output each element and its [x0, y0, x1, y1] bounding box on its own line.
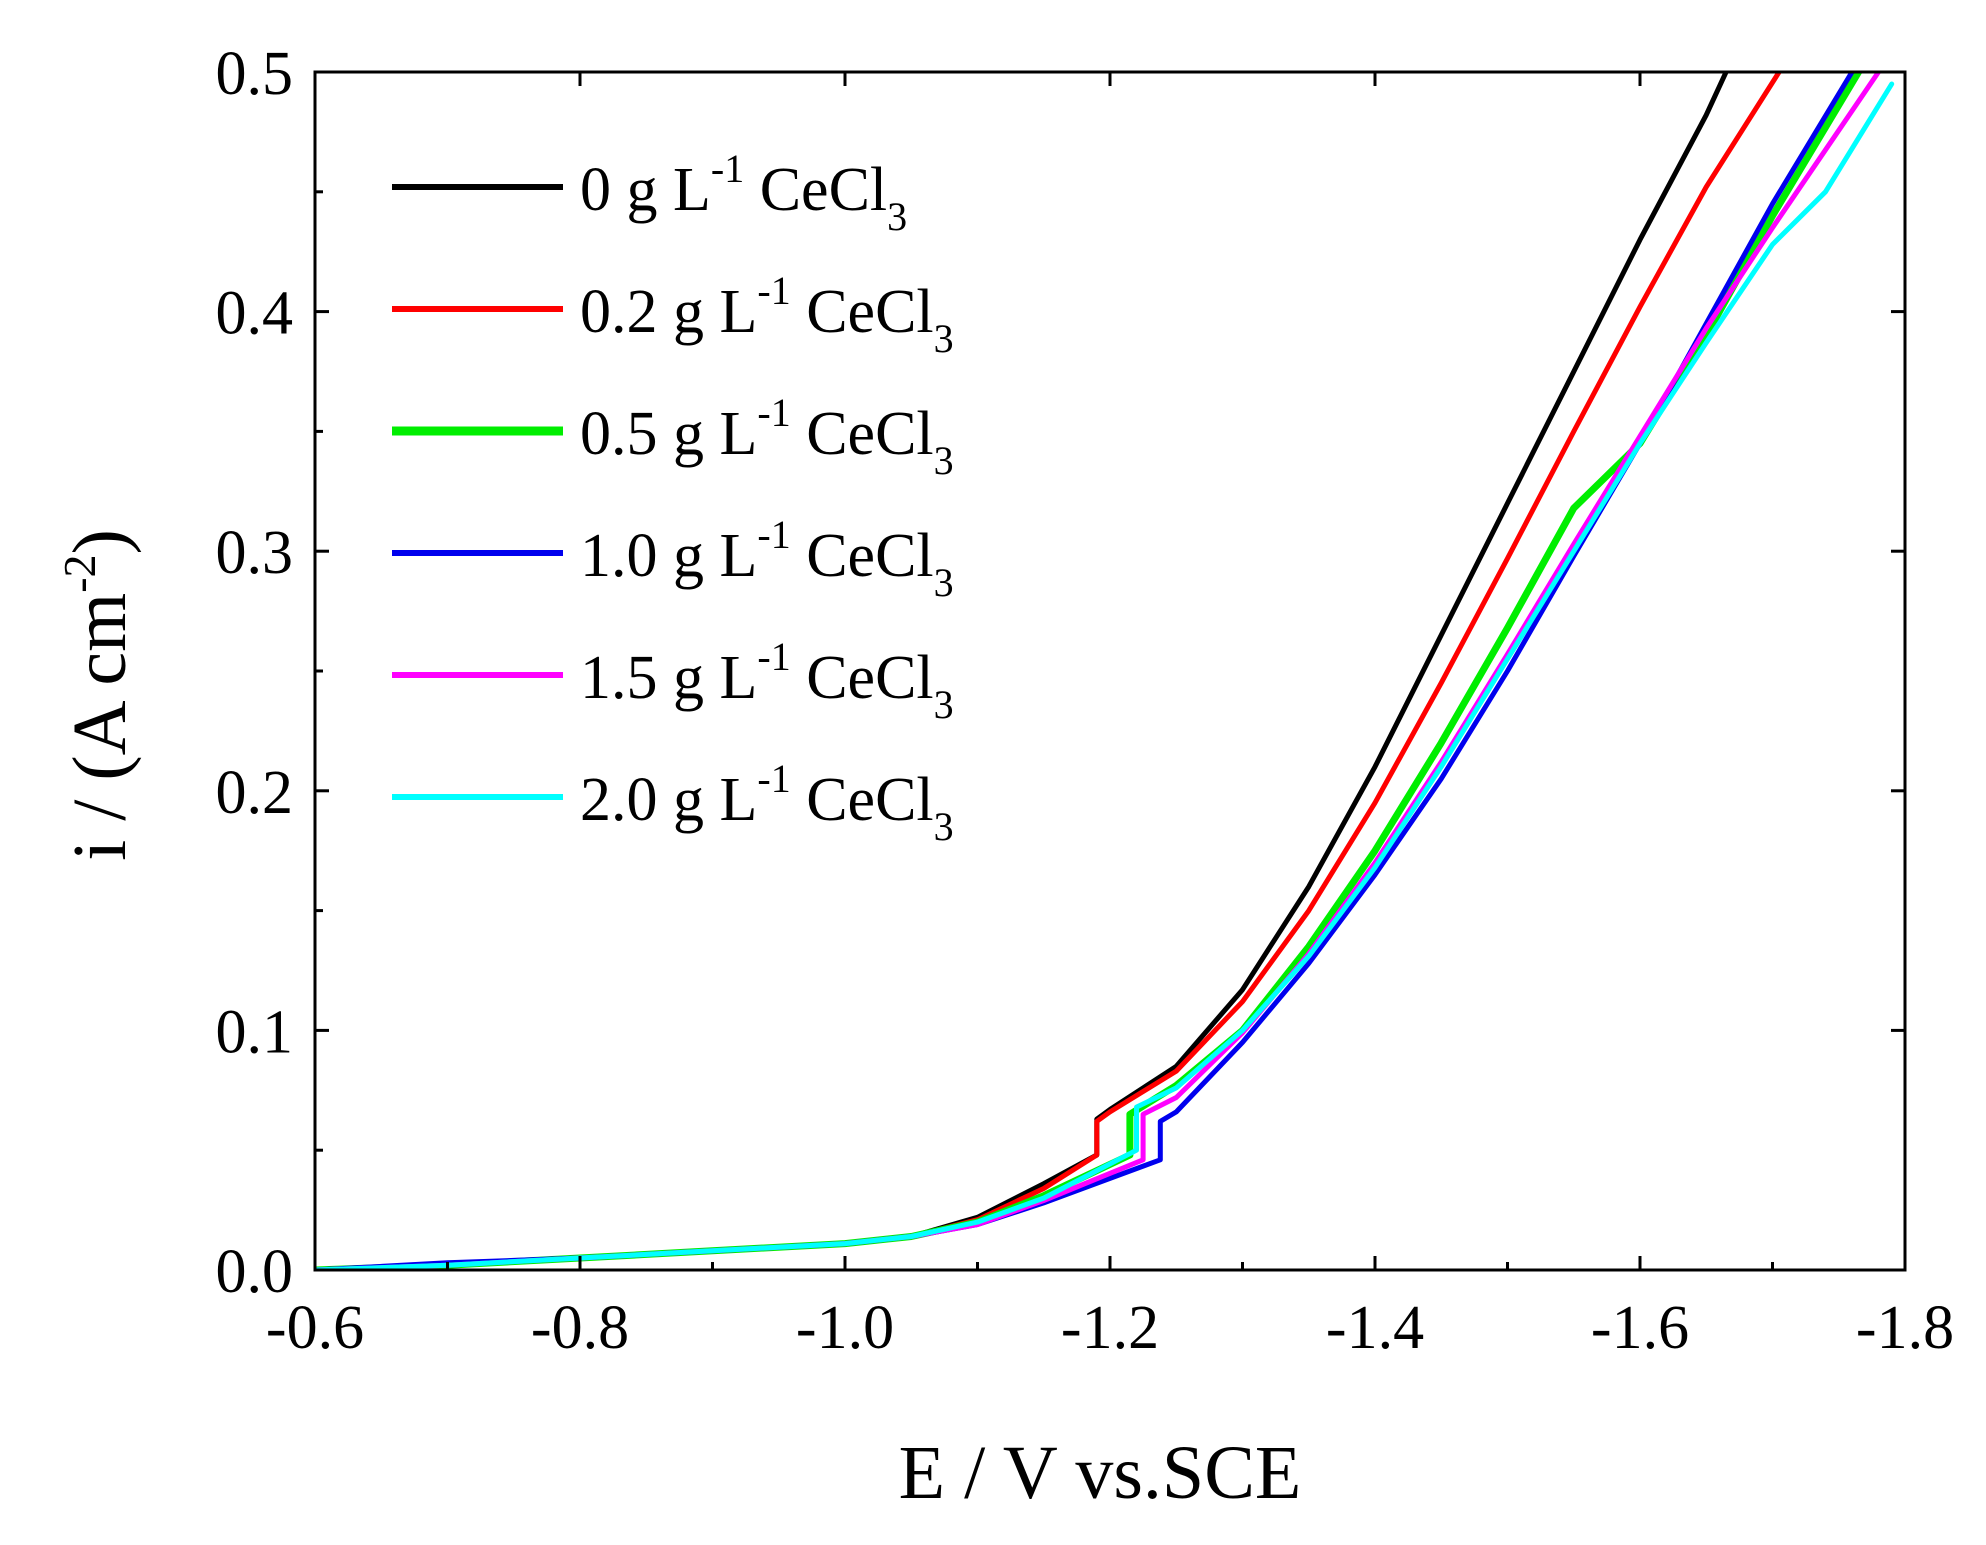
legend-label-text: CeCl	[791, 522, 934, 590]
legend-label-subscript: 3	[934, 804, 954, 849]
legend-label-text: CeCl	[791, 644, 934, 712]
legend-label-text: 1.5 g L	[580, 644, 757, 712]
legend-label-subscript: 3	[934, 560, 954, 605]
legend-label-5: 1.5 g L-1 CeCl3	[580, 634, 954, 727]
legend-label-superscript: -1	[711, 146, 744, 191]
y-tick-label: 0.0	[216, 1238, 294, 1306]
plot-frame	[313, 70, 1907, 1272]
y-tick-label: 0.3	[216, 519, 294, 587]
legend-label-text: 2.0 g L	[580, 766, 757, 834]
series-line-6	[315, 81, 1895, 1270]
x-tick-label: -1.8	[1856, 1294, 1954, 1362]
x-tick-label: -0.6	[266, 1294, 364, 1362]
x-tick-label: -1.0	[796, 1294, 894, 1362]
tick-label-layer: -0.6 -0.8 -1.0 -1.2 -1.4 -1.6 -1.8 0.0 0.1 0.2 0.3…	[216, 40, 1955, 1362]
y-tick-label: 0.5	[216, 40, 294, 108]
x-tick-label: -1.2	[1061, 1294, 1159, 1362]
legend-label-2: 0.2 g L-1 CeCl3	[580, 268, 954, 361]
legend-label-text: 1.0 g L	[580, 522, 757, 590]
legend-label-superscript: -1	[757, 390, 790, 435]
legend-label-1: 0 g L-1 CeCl3	[580, 146, 907, 239]
legend-label-text: CeCl	[791, 766, 934, 834]
legend-label-text: CeCl	[791, 400, 934, 468]
x-tick-label: -1.4	[1326, 1294, 1424, 1362]
y-tick-label: 0.1	[216, 998, 294, 1066]
y-axis-title: i / (A cm-2)	[54, 529, 142, 861]
legend-label-text: CeCl	[744, 156, 887, 224]
x-tick-label: -0.8	[531, 1294, 629, 1362]
legend-label-superscript: -1	[757, 756, 790, 801]
y-tick-label: 0.2	[216, 759, 294, 827]
legend-label-text: CeCl	[791, 278, 934, 346]
y-axis-title-main: i / (A cm	[58, 593, 142, 861]
x-tick-label: -1.6	[1591, 1294, 1689, 1362]
legend-label-subscript: 3	[887, 194, 907, 239]
legend-label-text: 0 g L	[580, 156, 711, 224]
legend-label-superscript: -1	[757, 268, 790, 313]
legend-label-subscript: 3	[934, 438, 954, 483]
legend-label-superscript: -1	[757, 634, 790, 679]
y-axis-title-close: )	[58, 529, 142, 554]
legend-label-6: 2.0 g L-1 CeCl3	[580, 756, 954, 849]
legend-label-4: 1.0 g L-1 CeCl3	[580, 512, 954, 605]
series-layer	[315, 72, 1895, 1270]
y-axis-title-superscript: -2	[54, 554, 105, 592]
legend-label-subscript: 3	[934, 316, 954, 361]
legend-label-text: 0.2 g L	[580, 278, 757, 346]
legend-label-text: 0.5 g L	[580, 400, 757, 468]
legend-label-3: 0.5 g L-1 CeCl3	[580, 390, 954, 483]
legend-label-subscript: 3	[934, 682, 954, 727]
y-tick-label: 0.4	[216, 280, 294, 348]
x-axis-title: E / V vs.SCE	[899, 1431, 1302, 1515]
legend-label-superscript: -1	[757, 512, 790, 557]
